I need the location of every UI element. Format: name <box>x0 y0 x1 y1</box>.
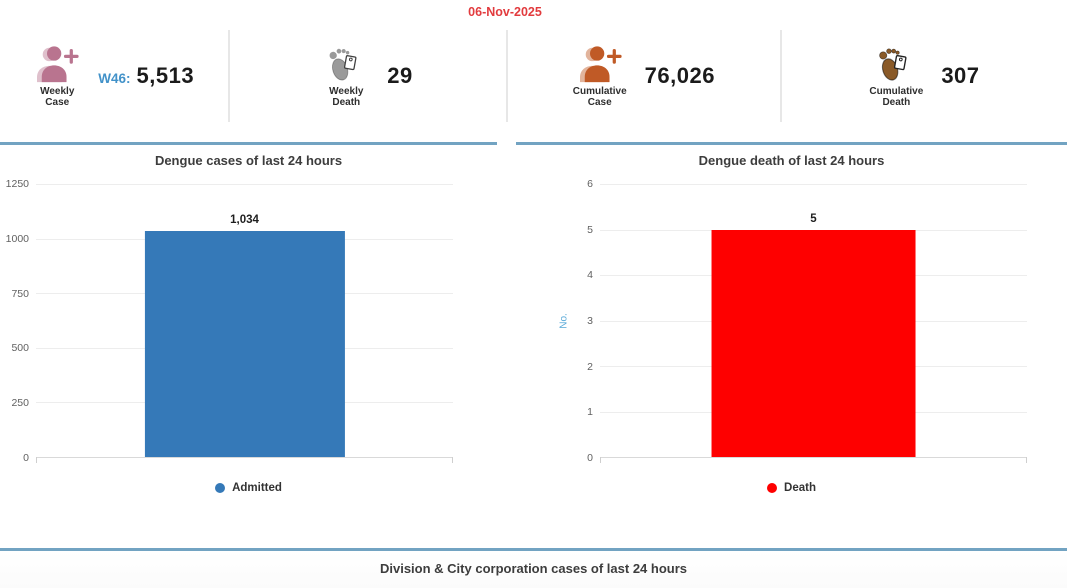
weekly-case-label: Weekly Case <box>40 85 75 109</box>
legend-label: Death <box>784 482 816 494</box>
weekly-death-label: Weekly Death <box>329 85 364 109</box>
weekly-death-figure: Weekly Death <box>323 44 369 109</box>
cumulative-death-figure: Cumulative Death <box>869 44 923 109</box>
y-axis: 6 5 4 3 2 1 0 <box>572 178 600 464</box>
week-number-prefix: W46: <box>98 71 131 86</box>
legend-label: Admitted <box>232 482 282 494</box>
foot-tag-icon <box>873 44 919 84</box>
division-section-title: Division & City corporation cases of las… <box>379 561 688 576</box>
admitted-bar[interactable] <box>144 231 345 457</box>
foot-tag-icon <box>323 44 369 84</box>
stat-card-cumulative-case: Cumulative Case 76,026 <box>505 30 780 122</box>
stat-card-weekly-case: Weekly Case W46: 5,513 <box>0 30 228 122</box>
chart-body: 1250 1000 750 500 250 0 1,034 <box>0 178 497 464</box>
cumulative-case-value: 76,026 <box>644 63 715 88</box>
y-axis-tick-label: 1000 <box>5 232 29 245</box>
cumulative-death-label: Cumulative Death <box>869 85 924 109</box>
death-bar[interactable] <box>711 229 916 457</box>
y-axis-tick-label: 1 <box>587 406 593 419</box>
chart-body: No. 6 5 4 3 2 1 0 5 <box>516 178 1067 464</box>
dengue-deaths-chart-panel: Dengue death of last 24 hours No. 6 5 4 3 2 1… <box>516 142 1067 508</box>
stat-card-weekly-death: Weekly Death 29 <box>228 30 505 122</box>
stat-cards-row: Weekly Case W46: 5,513 <box>0 30 1067 122</box>
plot-area: 5 <box>600 184 1027 463</box>
y-axis-tick-label: 3 <box>587 315 593 327</box>
person-plus-icon <box>577 44 623 84</box>
chart-title: Dengue cases of last 24 hours <box>154 153 343 168</box>
y-axis-tick-label: 6 <box>587 178 593 190</box>
y-axis-tick-label: 500 <box>11 342 29 355</box>
charts-row: Dengue cases of last 24 hours 1250 1000 75… <box>0 142 1067 508</box>
weekly-case-figure: Weekly Case <box>34 44 80 109</box>
bar-value-label: 1,034 <box>230 214 259 227</box>
y-axis-tick-label: 5 <box>587 223 593 236</box>
stat-card-cumulative-death: Cumulative Death 307 <box>779 30 1067 122</box>
y-axis-tick-label: 2 <box>587 360 593 373</box>
y-axis: 1250 1000 750 500 250 0 <box>0 178 36 464</box>
y-axis-tick-label: 4 <box>587 269 593 282</box>
weekly-case-value: 5,513 <box>136 63 195 88</box>
division-section: Division & City corporation cases of las… <box>0 548 1067 588</box>
legend-marker-icon <box>767 483 778 493</box>
plot-area: 1,034 <box>36 184 453 463</box>
cumulative-case-label: Cumulative Case <box>572 85 627 109</box>
gridline <box>600 184 1027 185</box>
y-axis-tick-label: 0 <box>587 452 593 464</box>
report-date: 06-Nov-2025 <box>468 5 542 19</box>
y-axis-tick-label: 250 <box>11 397 29 410</box>
legend-item-admitted[interactable]: Admitted <box>0 482 497 508</box>
dengue-cases-chart-panel: Dengue cases of last 24 hours 1250 1000 75… <box>0 142 497 508</box>
dashboard-header: 06-Nov-2025 Weekly <box>0 0 1067 122</box>
y-axis-tick-label: 750 <box>11 287 29 300</box>
y-axis-tick-label: 0 <box>23 452 29 464</box>
y-axis-title: No. <box>558 313 570 329</box>
chart-title: Dengue death of last 24 hours <box>698 153 885 168</box>
person-plus-icon <box>34 44 80 84</box>
legend-item-death[interactable]: Death <box>516 482 1067 508</box>
y-axis-tick-label: 1250 <box>5 178 29 190</box>
cumulative-death-value: 307 <box>941 63 980 88</box>
gridline <box>36 184 453 185</box>
cumulative-case-figure: Cumulative Case <box>573 44 627 109</box>
weekly-death-value: 29 <box>387 63 413 88</box>
legend-marker-icon <box>215 483 226 493</box>
bar-value-label: 5 <box>810 212 817 225</box>
